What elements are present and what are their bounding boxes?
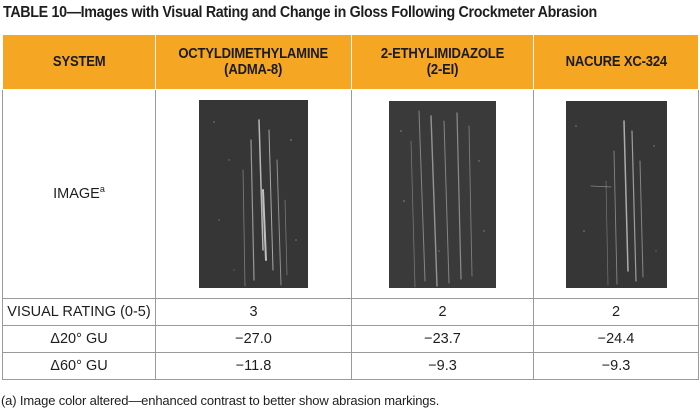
header-system: SYSTEM xyxy=(2,34,156,90)
table-row: Δ20° GU −27.0 −23.7 −24.4 xyxy=(2,325,699,353)
table-cell: 2 xyxy=(533,298,699,326)
table-title: TABLE 10—Images with Visual Rating and C… xyxy=(3,4,597,21)
results-table: SYSTEM OCTYLDIMETHYLAMINE (ADMA-8) 2-ETHY… xyxy=(2,34,699,380)
header-row: SYSTEM OCTYLDIMETHYLAMINE (ADMA-8) 2-ETHY… xyxy=(2,34,699,90)
table-cell: −9.3 xyxy=(351,352,534,380)
table-cell: −24.4 xyxy=(533,325,699,353)
abrasion-image-nacure xyxy=(565,100,667,288)
image-row: IMAGEa xyxy=(2,89,699,299)
table-cell: −11.8 xyxy=(155,352,352,380)
table-row: VISUAL RATING (0-5) 3 2 2 xyxy=(2,298,699,326)
image-cell-adma8 xyxy=(155,89,352,299)
row-label: Δ60° GU xyxy=(2,352,156,380)
header-nacure: NACURE XC-324 xyxy=(533,34,699,90)
table-row: Δ60° GU −11.8 −9.3 −9.3 xyxy=(2,352,699,380)
table-cell: −27.0 xyxy=(155,325,352,353)
header-adma8: OCTYLDIMETHYLAMINE (ADMA-8) xyxy=(155,34,352,90)
table-cell: 3 xyxy=(155,298,352,326)
row-label: Δ20° GU xyxy=(2,325,156,353)
image-cell-2ei xyxy=(351,89,534,299)
image-row-label: IMAGEa xyxy=(2,89,156,299)
table-cell: −23.7 xyxy=(351,325,534,353)
row-label: VISUAL RATING (0-5) xyxy=(2,298,156,326)
table-cell: 2 xyxy=(351,298,534,326)
table-cell: −9.3 xyxy=(533,352,699,380)
abrasion-image-adma8 xyxy=(199,100,308,288)
footnote: (a) Image color altered—enhanced contras… xyxy=(1,393,440,408)
header-2ei: 2-ETHYLIMIDAZOLE (2-EI) xyxy=(351,34,534,90)
image-cell-nacure xyxy=(533,89,699,299)
abrasion-image-2ei xyxy=(389,100,496,288)
